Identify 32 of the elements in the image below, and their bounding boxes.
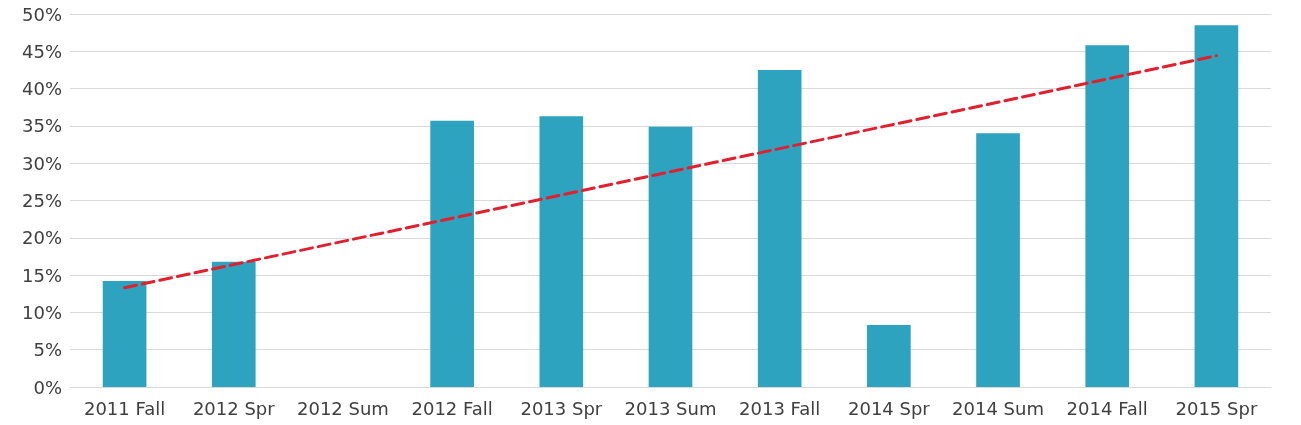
x-tick-label: 2015 Spr xyxy=(1175,397,1258,419)
x-tick-label: 2014 Spr xyxy=(847,397,931,419)
y-tick-label: 35% xyxy=(21,115,62,137)
y-tick-label: 50% xyxy=(21,3,62,25)
x-tick-label: 2012 Spr xyxy=(192,397,276,419)
y-tick-label: 40% xyxy=(21,78,62,100)
x-tick-label: 2013 Sum xyxy=(624,397,717,419)
bar xyxy=(1194,25,1239,387)
y-tick-label: 20% xyxy=(21,227,62,249)
x-tick-label: 2012 Fall xyxy=(411,397,493,419)
bar xyxy=(648,126,693,387)
y-tick-label: 0% xyxy=(33,376,62,398)
bar xyxy=(976,133,1020,387)
bar xyxy=(867,325,911,387)
y-tick-label: 25% xyxy=(21,190,62,211)
x-tick-label: 2013 Spr xyxy=(520,397,603,419)
y-tick-label: 10% xyxy=(21,301,62,323)
x-tick-label: 2014 Sum xyxy=(952,397,1044,419)
bar xyxy=(102,281,147,387)
bar xyxy=(539,116,584,387)
y-tick-label: 5% xyxy=(33,339,62,361)
bar xyxy=(757,69,802,387)
y-tick-label: 30% xyxy=(21,152,62,174)
x-tick-label: 2014 Fall xyxy=(1066,397,1148,419)
bar xyxy=(211,261,256,387)
x-tick-label: 2011 Fall xyxy=(83,397,166,419)
x-tick-label: 2012 Sum xyxy=(297,397,389,419)
bar xyxy=(1085,45,1130,387)
x-tick-label: 2013 Fall xyxy=(739,397,821,419)
y-tick-label: 15% xyxy=(21,264,62,286)
bar xyxy=(430,120,474,387)
y-tick-label: 45% xyxy=(21,40,62,62)
